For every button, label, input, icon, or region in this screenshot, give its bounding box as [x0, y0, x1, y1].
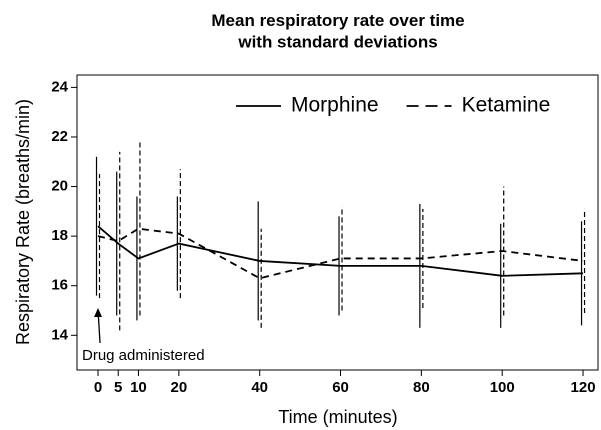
- plot-frame: [76, 74, 599, 371]
- y-tick-label: 22: [51, 128, 68, 145]
- y-tick-label: 14: [51, 326, 68, 343]
- x-tick-label: 40: [251, 379, 268, 396]
- y-tick-label: 24: [51, 78, 68, 95]
- x-tick-label: 0: [94, 379, 102, 396]
- y-tick-label: 20: [51, 178, 68, 195]
- x-tick-label: 5: [114, 379, 122, 396]
- x-tick-label: 80: [413, 379, 430, 396]
- chart-title: Mean respiratory rate over time with stan…: [211, 11, 464, 51]
- x-axis-title: Time (minutes): [278, 407, 397, 427]
- legend-label: Ketamine: [462, 94, 551, 117]
- x-tick-label: 120: [571, 379, 596, 396]
- x-tick-label: 10: [130, 379, 147, 396]
- y-tick-label: 16: [51, 277, 68, 294]
- series-line: [97, 225, 584, 277]
- x-tick-label: 100: [490, 379, 515, 396]
- x-tick-label: 60: [332, 379, 349, 396]
- x-tick-label: 20: [171, 379, 188, 396]
- series-line: [97, 227, 584, 280]
- annotation-arrowhead: [94, 308, 103, 317]
- y-tick-label: 18: [51, 227, 68, 244]
- legend-label: Morphine: [291, 94, 379, 117]
- annotation: Drug administered: [82, 347, 205, 364]
- y-axis-title: Respiratory Rate (breaths/min): [13, 99, 33, 345]
